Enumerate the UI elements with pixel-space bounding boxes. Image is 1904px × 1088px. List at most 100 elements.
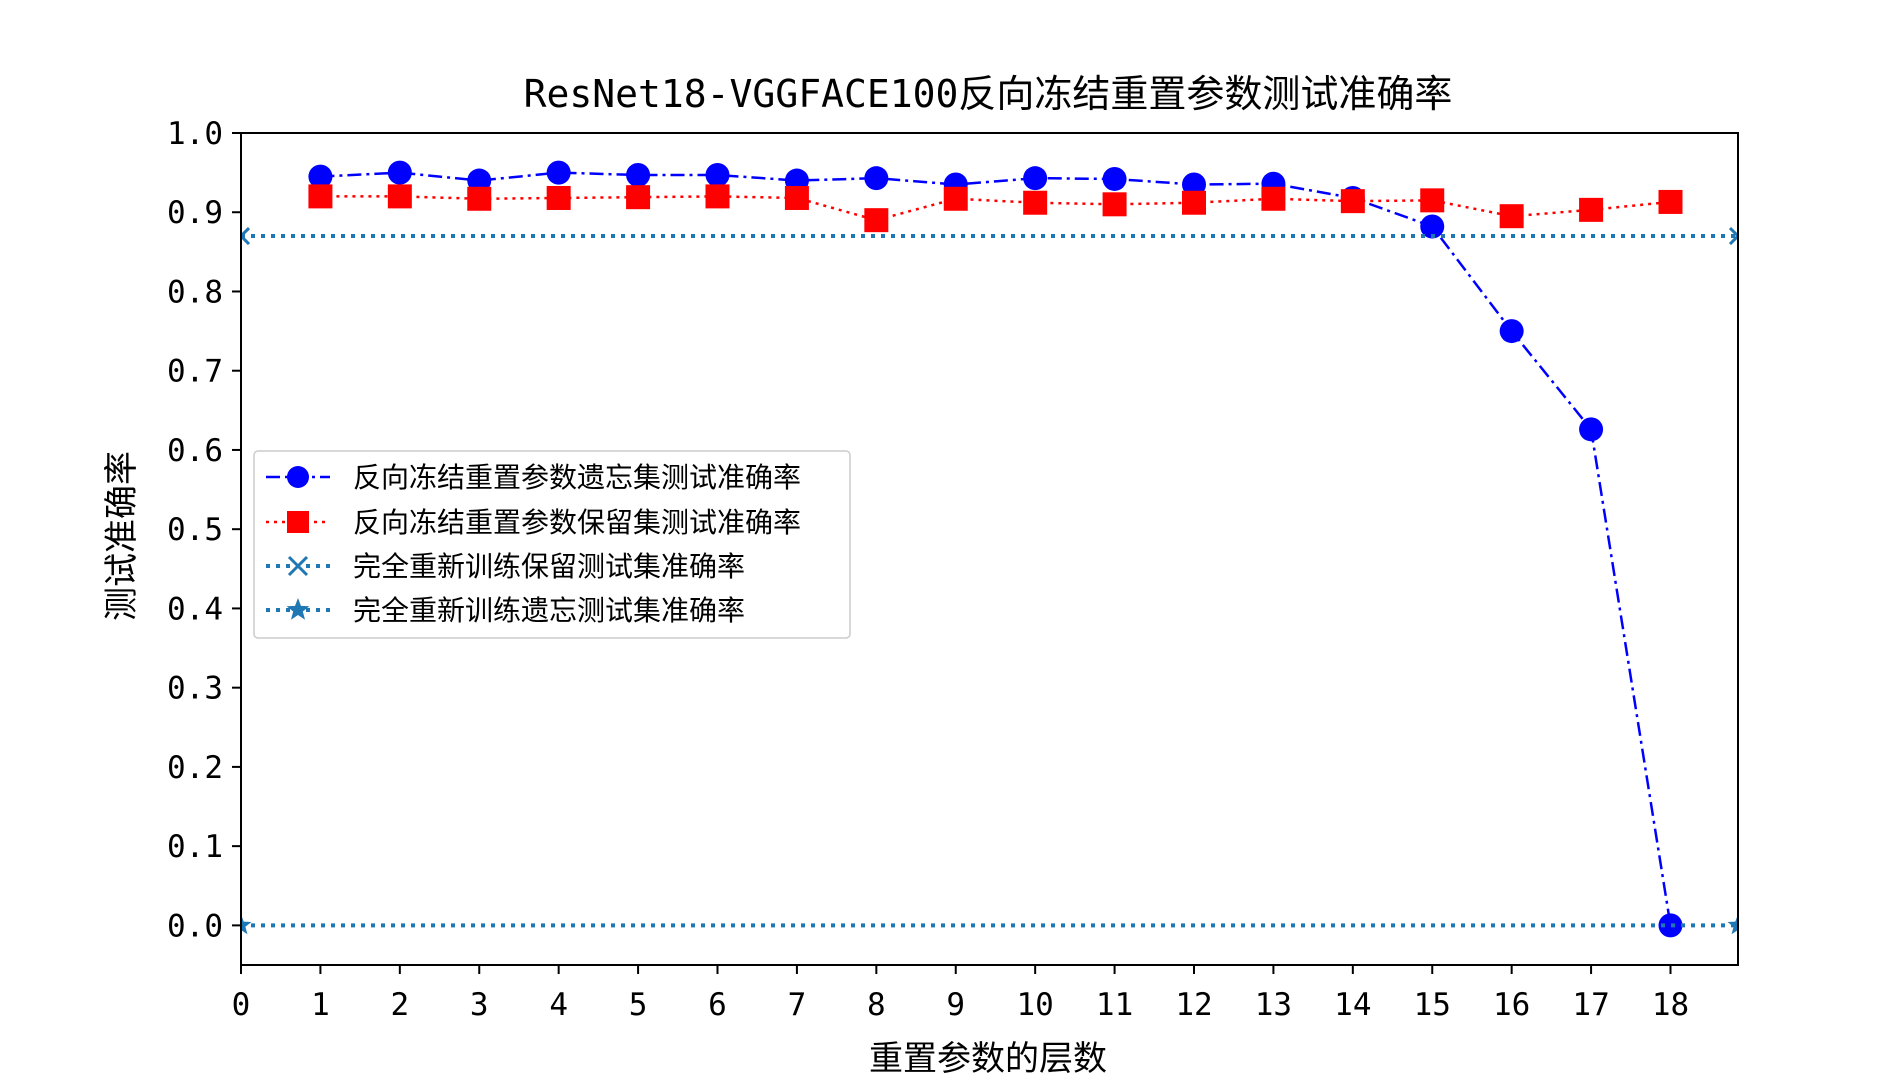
series-point (241, 226, 251, 246)
x-tick-label: 15 (1414, 987, 1451, 1023)
legend-label: 完全重新训练保留测试集准确率 (353, 550, 745, 583)
series-point-group (1728, 226, 1738, 246)
series-point (1420, 188, 1445, 213)
series-line (320, 171, 1672, 926)
plot-series (241, 160, 1738, 938)
series-point (546, 185, 571, 210)
series-0 (308, 160, 1683, 938)
series-point (308, 184, 333, 209)
series-point (943, 186, 968, 211)
x-tick-label: 12 (1175, 987, 1212, 1023)
series-point (1340, 189, 1365, 214)
series-point (626, 162, 651, 187)
series-point (1023, 166, 1048, 191)
series-point (467, 186, 492, 211)
series-point (1658, 189, 1683, 214)
series-point (1102, 166, 1127, 191)
y-tick-label: 0.0 (167, 908, 223, 944)
series-point (546, 160, 571, 185)
series-point (467, 168, 492, 193)
series-point (241, 914, 252, 935)
series-point (1579, 417, 1604, 442)
chart-title: ResNet18-VGGFACE100反向冻结重置参数测试准确率 (524, 72, 1453, 116)
x-tick-label: 10 (1017, 987, 1054, 1023)
y-tick-label: 0.1 (167, 829, 223, 865)
axes: 0 1 2 3 4 5 6 7 8 9 10 11 12 13 14 15 16 17 180.00.10.20.3… (167, 116, 1689, 1023)
series-point (1499, 319, 1524, 344)
x-axis-label: 重置参数的层数 (869, 1039, 1107, 1079)
x-tick-label: 13 (1255, 987, 1292, 1023)
series-point (1181, 190, 1206, 215)
series-point (626, 185, 651, 210)
x-tick-label: 14 (1334, 987, 1371, 1023)
x-tick-label: 6 (708, 987, 727, 1023)
legend-label: 完全重新训练遗忘测试集准确率 (353, 594, 745, 627)
x-tick-label: 2 (390, 987, 409, 1023)
series-point (705, 184, 730, 209)
series-2 (241, 226, 1738, 246)
x-tick-label: 5 (629, 987, 648, 1023)
series-point (387, 160, 412, 185)
series-point (1499, 204, 1524, 229)
series-point (1181, 172, 1206, 197)
series-point (1579, 197, 1604, 222)
y-tick-label: 0.9 (167, 195, 223, 231)
series-point (784, 185, 809, 210)
x-tick-label: 17 (1572, 987, 1609, 1023)
x-tick-label: 9 (946, 987, 965, 1023)
legend: 反向冻结重置参数遗忘集测试准确率反向冻结重置参数保留集测试准确率完全重新训练保留… (253, 450, 851, 639)
series-point-stroke (241, 226, 251, 239)
y-tick-label: 1.0 (167, 116, 223, 152)
series-point-clipped (241, 226, 251, 246)
x-tick-label: 11 (1096, 987, 1133, 1023)
series-point (1102, 192, 1127, 217)
series-point-group (241, 226, 251, 246)
legend-marker-stroke (287, 555, 309, 577)
x-tick-label: 18 (1652, 987, 1689, 1023)
series-point (705, 162, 730, 187)
legend-marker (287, 555, 309, 577)
series-point (1261, 186, 1286, 211)
y-tick-label: 0.3 (167, 671, 223, 707)
y-tick-label: 0.7 (167, 354, 223, 390)
y-tick-label: 0.5 (167, 512, 223, 548)
series-point (1023, 190, 1048, 215)
series-3 (241, 914, 1738, 935)
series-point (864, 208, 889, 233)
series-point-group (1727, 914, 1738, 935)
x-tick-label: 4 (549, 987, 568, 1023)
series-point (387, 184, 412, 209)
x-tick-label: 16 (1493, 987, 1530, 1023)
x-tick-label: 0 (232, 987, 251, 1023)
series-point-stroke (1728, 226, 1738, 239)
series-1 (308, 184, 1683, 233)
series-point (1658, 913, 1683, 938)
x-tick-label: 8 (867, 987, 886, 1023)
legend-marker (286, 598, 310, 620)
legend-label: 反向冻结重置参数遗忘集测试准确率 (353, 461, 801, 494)
y-tick-label: 0.2 (167, 750, 223, 786)
series-point-group (241, 914, 252, 935)
x-tick-label: 3 (470, 987, 489, 1023)
series-point-stroke (241, 233, 251, 246)
x-tick-label: 7 (788, 987, 807, 1023)
series-point (308, 164, 333, 189)
legend-marker (287, 466, 309, 488)
legend-frame (253, 450, 851, 639)
series-point (1728, 226, 1738, 246)
series-point-clipped (1727, 914, 1738, 935)
y-axis-label: 测试准确率 (102, 451, 142, 621)
y-tick-label: 0.4 (167, 591, 223, 627)
x-tick-label: 1 (311, 987, 330, 1023)
legend-marker (287, 511, 309, 533)
series-point-clipped (241, 914, 252, 935)
plot-border (240, 132, 1739, 966)
y-tick-label: 0.8 (167, 274, 223, 310)
series-point (864, 166, 889, 191)
series-line (320, 195, 1671, 222)
legend-label: 反向冻结重置参数保留集测试准确率 (353, 506, 801, 539)
series-point-stroke (1728, 233, 1738, 246)
series-point (1727, 914, 1738, 935)
series-point (1420, 214, 1445, 239)
